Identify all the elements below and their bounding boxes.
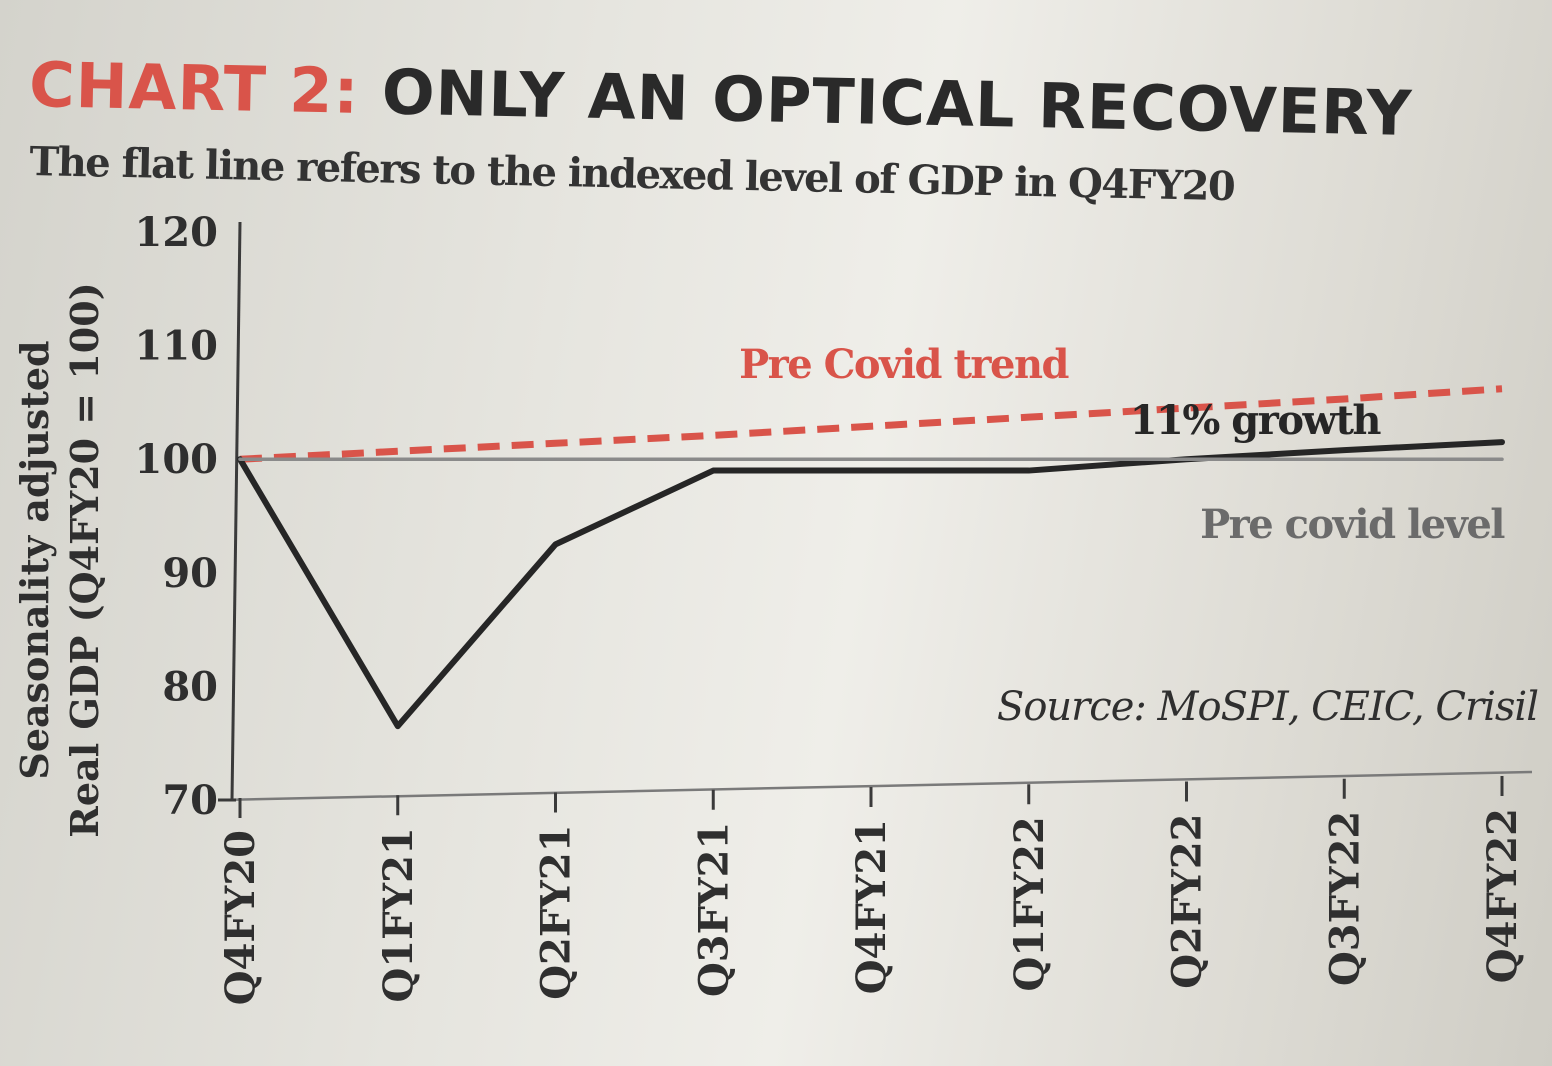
data-point-2-Q4FY21 xyxy=(870,458,873,461)
data-point-0-Q4FY22 xyxy=(1501,387,1504,390)
y-tick-label-100: 100 xyxy=(135,436,219,483)
y-axis-line xyxy=(230,221,242,801)
data-point-1-Q3FY22 xyxy=(1343,449,1346,452)
chart-series xyxy=(237,385,1505,730)
x-axis-line xyxy=(219,770,1533,802)
series-label-pre-covid-level: Pre covid level xyxy=(1200,501,1505,548)
data-point-1-Q2FY21 xyxy=(554,543,557,546)
data-point-1-Q4FY21 xyxy=(870,469,873,472)
y-tick-label-80: 80 xyxy=(162,663,218,710)
series-11-growth xyxy=(237,439,1505,730)
x-tick-label-Q1FY21: Q1FY21 xyxy=(375,827,422,1002)
chart-axes xyxy=(218,221,1533,818)
y-axis-title-line1: Seasonality adjusted xyxy=(12,340,57,779)
y-tick-label-120: 120 xyxy=(135,209,219,256)
x-tick-label-Q2FY22: Q2FY22 xyxy=(1164,814,1211,989)
chart-labels: 70 80 90 100 110 120 Q4FY20 Q1FY21 Q2FY21 Q3FY21 Q… xyxy=(12,209,1539,1005)
x-tick-label-Q3FY22: Q3FY22 xyxy=(1321,811,1368,986)
source-note: Source: MoSPI, CEIC, Crisil xyxy=(997,684,1538,730)
x-tick-label-Q2FY21: Q2FY21 xyxy=(533,825,580,1000)
series-pre-covid-trend xyxy=(239,385,1504,463)
y-tick-label-70: 70 xyxy=(162,777,218,824)
data-point-2-Q2FY21 xyxy=(554,458,557,461)
y-axis-title-line2: Real GDP (Q4FY20 = 100) xyxy=(62,282,107,837)
data-point-2-Q4FY20 xyxy=(239,458,242,461)
series-pre-covid-level xyxy=(238,457,1504,461)
data-point-0-Q1FY21 xyxy=(396,450,399,453)
series-label-pre-covid-trend: Pre Covid trend xyxy=(739,341,1069,388)
x-tick-label-Q3FY21: Q3FY21 xyxy=(690,822,737,997)
data-point-0-Q4FY21 xyxy=(870,425,873,428)
data-point-2-Q2FY22 xyxy=(1185,458,1188,461)
y-tick-label-90: 90 xyxy=(162,550,218,597)
data-point-1-Q3FY21 xyxy=(712,469,715,472)
y-tick-label-110: 110 xyxy=(135,323,219,370)
x-tick-label-Q4FY22: Q4FY22 xyxy=(1479,808,1526,983)
data-point-2-Q3FY21 xyxy=(712,458,715,461)
data-point-2-Q1FY22 xyxy=(1027,458,1030,461)
data-point-2-Q1FY21 xyxy=(396,458,399,461)
data-point-1-Q4FY22 xyxy=(1501,441,1504,444)
data-point-1-Q1FY21 xyxy=(396,725,399,728)
data-point-1-Q1FY22 xyxy=(1027,469,1030,472)
data-point-0-Q1FY22 xyxy=(1027,416,1030,419)
x-tick-label-Q4FY20: Q4FY20 xyxy=(217,830,264,1005)
series-label-11-growth: 11% growth xyxy=(1130,397,1382,444)
series-line-1 xyxy=(237,439,1505,730)
series-line-0 xyxy=(239,385,1503,463)
data-point-0-Q2FY21 xyxy=(554,442,557,445)
x-tick-label-Q4FY21: Q4FY21 xyxy=(848,819,895,994)
x-tick-label-Q1FY22: Q1FY22 xyxy=(1006,816,1053,991)
data-point-2-Q4FY22 xyxy=(1501,458,1504,461)
data-point-2-Q3FY22 xyxy=(1343,458,1346,461)
data-point-0-Q3FY21 xyxy=(712,434,715,437)
